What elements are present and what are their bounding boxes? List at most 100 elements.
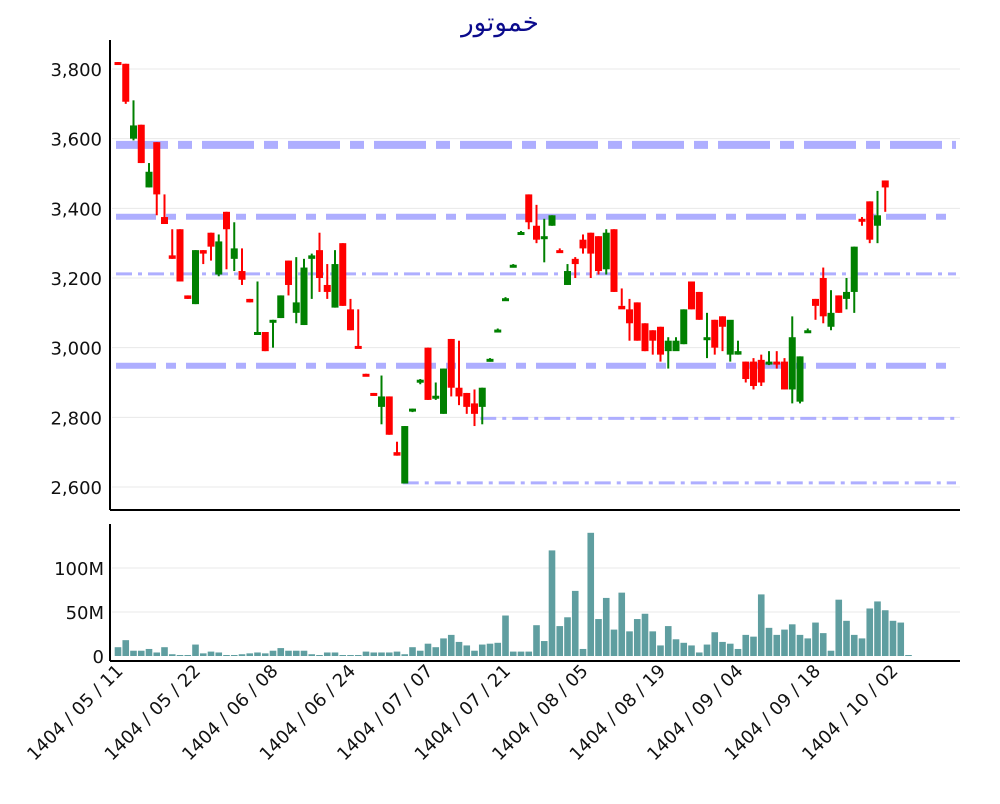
volume-bar bbox=[711, 632, 719, 656]
volume-axis: 0 50M 100M bbox=[54, 524, 960, 668]
candle-up bbox=[230, 248, 238, 259]
volume-bar bbox=[703, 644, 711, 656]
candle-down bbox=[835, 295, 843, 313]
volume-bar bbox=[843, 620, 850, 656]
candle-down bbox=[571, 258, 579, 265]
volume-bar bbox=[641, 613, 649, 656]
volume-bar bbox=[354, 655, 362, 656]
price-tick-label: 3,400 bbox=[50, 199, 102, 220]
candle-up bbox=[269, 319, 277, 323]
candle-up bbox=[130, 125, 137, 139]
volume-bar bbox=[765, 627, 773, 656]
price-tick-label: 3,000 bbox=[50, 339, 102, 360]
volume-bar bbox=[742, 634, 750, 656]
candle-up bbox=[517, 232, 525, 236]
volume-bar bbox=[672, 639, 680, 656]
volume-bar bbox=[254, 652, 261, 656]
volume-bar bbox=[440, 638, 447, 656]
candle-up bbox=[292, 302, 300, 313]
volume-bar bbox=[184, 655, 192, 656]
candle-up bbox=[192, 250, 199, 305]
volume-bar bbox=[230, 655, 238, 656]
candle-up bbox=[416, 379, 424, 383]
price-tick-label: 3,600 bbox=[50, 130, 102, 151]
candle-down bbox=[618, 305, 626, 310]
candle-down bbox=[176, 229, 184, 282]
volume-bar bbox=[517, 651, 525, 656]
candle-down bbox=[354, 345, 362, 349]
volume-bar bbox=[246, 653, 254, 656]
volume-bar bbox=[509, 651, 517, 656]
candle-up bbox=[145, 171, 153, 188]
volume-bar bbox=[215, 652, 223, 656]
volume-bar bbox=[540, 641, 548, 656]
volume-bar bbox=[347, 655, 354, 656]
candle-down bbox=[184, 295, 192, 299]
price-tick-label: 3,800 bbox=[50, 60, 102, 81]
candle-up bbox=[734, 351, 742, 355]
volume-bar bbox=[579, 648, 587, 656]
candle-up bbox=[843, 291, 850, 299]
volume-bar bbox=[548, 550, 556, 656]
volume-bar bbox=[897, 622, 905, 656]
volume-bar bbox=[176, 655, 184, 656]
candle-down bbox=[316, 250, 323, 278]
candle-down bbox=[688, 281, 695, 310]
candle-up bbox=[409, 408, 416, 412]
candle-down bbox=[819, 278, 827, 317]
volume-bar bbox=[626, 631, 633, 656]
candle-up bbox=[300, 267, 308, 326]
volume-bar bbox=[773, 634, 781, 656]
volume-bar bbox=[308, 654, 316, 656]
candle-up bbox=[827, 312, 835, 327]
volume-bar bbox=[494, 642, 502, 656]
candle-up bbox=[401, 426, 409, 484]
candle-down bbox=[393, 452, 401, 456]
candle-up bbox=[478, 387, 486, 407]
volume-bar bbox=[502, 615, 509, 656]
volume-tick-label: 0 bbox=[93, 647, 104, 668]
candle-down bbox=[385, 396, 393, 435]
volume-bars bbox=[114, 532, 912, 656]
candle-up bbox=[788, 337, 796, 390]
candle-up bbox=[765, 361, 773, 365]
volume-bar bbox=[556, 626, 564, 656]
candle-up bbox=[432, 395, 440, 399]
volume-bar bbox=[323, 652, 331, 656]
volume-bar bbox=[804, 638, 812, 656]
price-tick-label: 2,600 bbox=[50, 478, 102, 499]
volume-bar bbox=[300, 650, 308, 656]
volume-bar bbox=[525, 651, 533, 656]
candle-up bbox=[680, 309, 688, 345]
candle-up bbox=[494, 329, 502, 333]
volume-bar bbox=[533, 625, 540, 656]
candle-down bbox=[595, 236, 602, 272]
volume-bar bbox=[378, 652, 385, 656]
volume-bar bbox=[781, 629, 788, 656]
volume-bar bbox=[168, 654, 176, 656]
candle-up bbox=[486, 358, 494, 362]
volume-bar bbox=[796, 634, 804, 656]
candle-down bbox=[370, 392, 378, 396]
volume-bar bbox=[788, 624, 796, 656]
volume-bar bbox=[688, 645, 695, 656]
volume-bar bbox=[757, 594, 765, 656]
candle-down bbox=[711, 319, 719, 348]
volume-bar bbox=[850, 634, 858, 656]
volume-bar bbox=[416, 650, 424, 656]
volume-bar bbox=[819, 633, 827, 656]
price-tick-label: 2,800 bbox=[50, 408, 102, 429]
candle-up bbox=[850, 246, 858, 292]
volume-bar bbox=[595, 619, 602, 656]
candle-down bbox=[781, 361, 788, 390]
volume-tick-label: 50M bbox=[66, 603, 104, 624]
candle-down bbox=[695, 291, 703, 320]
candle-down bbox=[556, 250, 564, 254]
candle-up bbox=[502, 298, 509, 302]
volume-bar bbox=[874, 601, 881, 656]
volume-bar bbox=[137, 650, 145, 656]
candle-down bbox=[207, 232, 215, 247]
candle-down bbox=[587, 232, 595, 254]
